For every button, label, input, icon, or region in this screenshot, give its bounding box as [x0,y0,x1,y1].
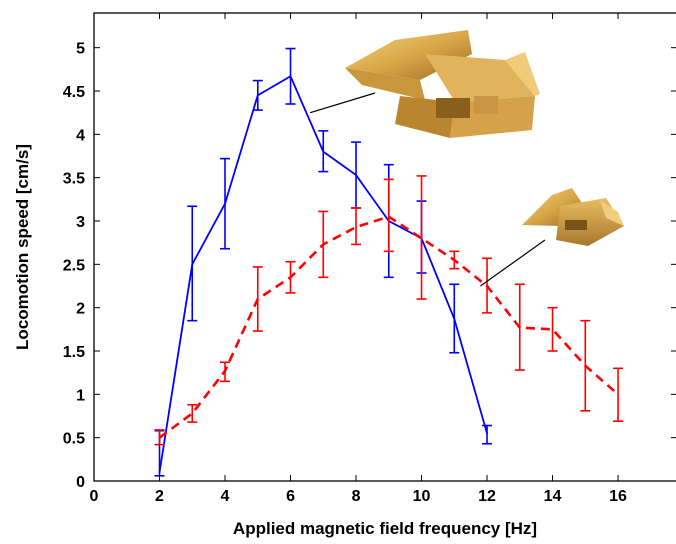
annotation-pointers [309,92,546,287]
y-tick-label: 5 [76,41,85,58]
error-bar [220,361,231,383]
x-tick-label: 6 [286,488,295,505]
data-point [486,285,488,287]
data-point [256,94,259,97]
x-tick-label: 14 [544,488,562,505]
y-tick-label: 4 [76,127,85,144]
y-tick-label: 4.5 [63,84,85,101]
error-bar [416,175,427,300]
data-point [355,174,357,176]
x-tick-label: 2 [155,488,164,505]
y-tick-label: 0 [76,474,85,491]
error-bar [154,429,165,446]
error-bar [449,283,460,354]
error-bar [318,210,329,279]
data-point [191,412,194,415]
data-point [224,370,226,372]
error-bar [613,367,624,423]
error-bar [252,79,263,111]
y-tick-label: 1 [76,387,85,404]
small-robot-image [522,188,624,246]
y-tick-label: 1.5 [63,344,85,361]
y-axis-title: Locomotion speed [cm/s] [13,144,32,350]
error-bar [187,205,198,322]
y-tick-label: 2.5 [63,257,85,274]
data-point [584,364,587,367]
data-point [322,150,325,153]
data-point [289,276,292,279]
error-bar [252,266,263,332]
axis-ticks [93,13,676,482]
data-point [453,259,456,261]
y-tick-label: 0.5 [63,431,85,448]
error-bar [449,250,460,270]
plot-frame [93,12,676,482]
data-point [387,215,390,218]
series-2 [154,175,624,446]
error-bar [351,207,362,246]
data-point [158,471,161,474]
x-tick-label: 12 [478,488,496,505]
x-tick-label: 0 [90,488,99,505]
data-point [289,75,292,78]
error-bar [482,257,493,314]
large-robot-image [345,30,540,138]
data-point [617,393,619,396]
x-tick-label: 4 [221,488,230,505]
error-bar [285,47,296,105]
data-point [486,432,488,435]
series-layer [154,47,624,477]
data-point [453,318,456,320]
x-tick-labels: 0 2 4 6 8 10 12 14 16 [90,488,627,505]
data-point [191,263,194,266]
data-point [518,326,521,329]
y-tick-label: 3 [76,214,85,231]
error-bar [285,260,296,294]
y-tick-label: 2 [76,301,85,318]
x-tick-label: 10 [413,488,431,505]
annotation-pointer-line [309,92,376,114]
error-bar [220,157,231,250]
data-point [158,436,161,439]
data-point [224,202,226,205]
y-tick-label: 3.5 [63,171,85,188]
data-point [551,328,554,331]
x-tick-label: 8 [352,488,361,505]
error-bar [351,141,362,209]
data-point [322,243,325,246]
x-tick-label: 16 [609,488,627,505]
error-bar [383,178,394,253]
data-point [256,298,259,300]
error-bar [482,424,493,445]
annotation-pointer-line [480,239,546,287]
error-bar [187,403,198,423]
error-bar [547,306,558,352]
error-bar [580,319,591,412]
error-bar [514,283,525,371]
error-bar [318,130,329,173]
data-point [420,237,423,240]
y-tick-labels: 0 0.5 1 1.5 2 2.5 3 3.5 4 4.5 5 [63,41,85,491]
data-point [355,226,357,228]
x-axis-title: Applied magnetic field frequency [Hz] [233,519,537,538]
